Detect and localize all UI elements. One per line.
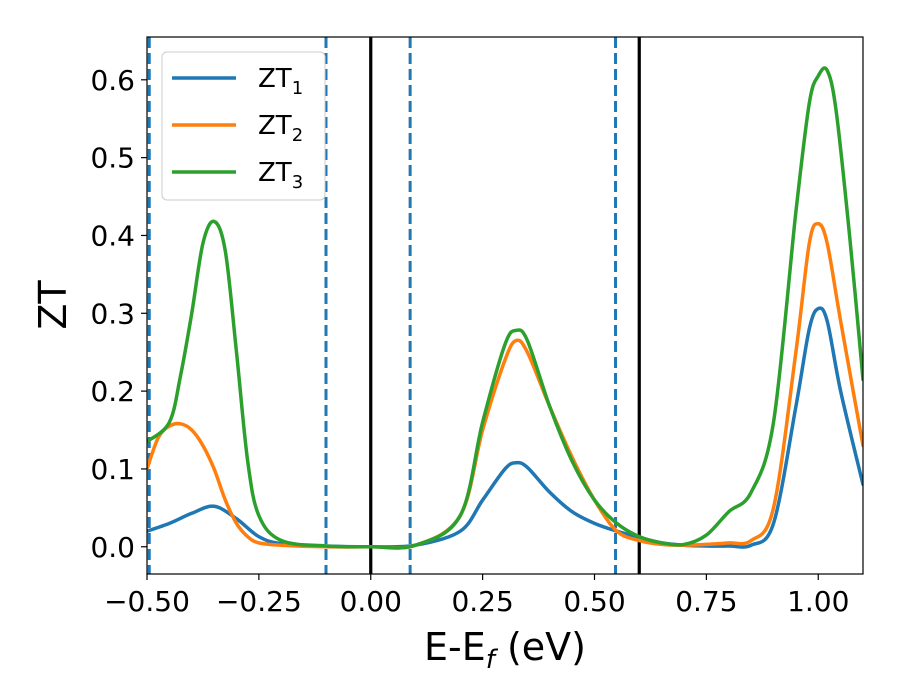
series-line-zt2 xyxy=(147,221,863,550)
x-axis-title: E-Ef (eV) xyxy=(424,625,586,675)
legend: ZT1 ZT2 ZT3 xyxy=(161,51,326,201)
x-tick-label: 0.25 xyxy=(451,585,513,618)
series-line-zt3 xyxy=(147,66,863,550)
y-tick-label: 0.0 xyxy=(90,531,135,564)
x-axis-ticks: −0.50 −0.25 0.00 0.25 0.50 0.75 1.00 xyxy=(104,574,849,618)
x-tick-label: −0.50 xyxy=(104,585,190,618)
x-tick-label: 0.50 xyxy=(563,585,625,618)
y-tick-label: 0.3 xyxy=(90,297,135,330)
plot-frame xyxy=(146,36,864,575)
legend-label-zt3: ZT3 xyxy=(258,158,303,193)
y-tick-label: 0.5 xyxy=(90,142,135,175)
series-line-zt1 xyxy=(147,306,863,549)
y-tick-label: 0.1 xyxy=(90,453,135,486)
legend-items: ZT1 ZT2 ZT3 xyxy=(172,64,303,193)
legend-label-zt2: ZT2 xyxy=(258,111,303,146)
legend-label-zt1: ZT1 xyxy=(258,64,303,99)
y-tick-label: 0.6 xyxy=(90,64,135,97)
y-axis-ticks: 0.0 0.1 0.2 0.3 0.4 0.5 0.6 xyxy=(90,64,147,564)
x-tick-label: −0.25 xyxy=(216,585,302,618)
y-tick-label: 0.2 xyxy=(90,375,135,408)
series-lines xyxy=(147,66,863,550)
x-tick-label: 0.75 xyxy=(675,585,737,618)
x-tick-label: 1.00 xyxy=(787,585,849,618)
legend-box xyxy=(161,51,326,201)
y-tick-label: 0.4 xyxy=(90,219,135,252)
x-tick-label: 0.00 xyxy=(340,585,402,618)
y-axis-title: ZT xyxy=(31,280,75,330)
vertical-reference-lines xyxy=(147,37,641,574)
